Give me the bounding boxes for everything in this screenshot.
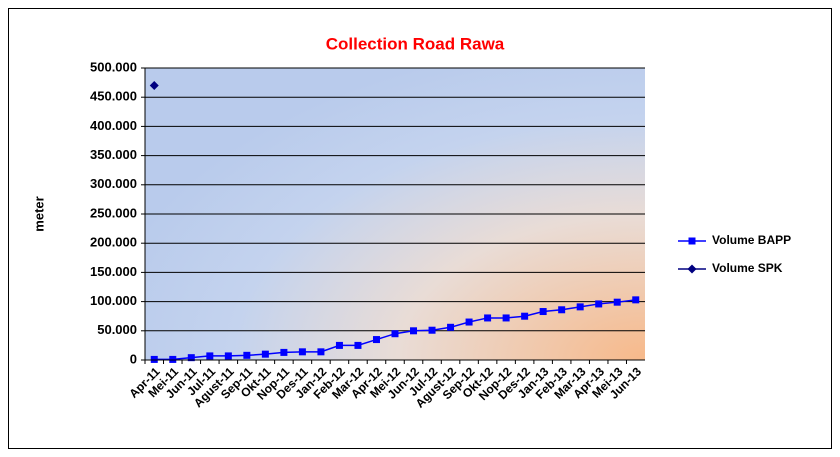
data-point — [298, 348, 306, 356]
data-point — [169, 355, 177, 363]
legend-label: Volume SPK — [712, 261, 783, 275]
data-point — [335, 341, 343, 349]
data-point — [484, 314, 492, 322]
y-tick-label: 500.000 — [90, 59, 137, 74]
data-point — [410, 327, 418, 335]
data-point — [206, 352, 214, 360]
legend-marker — [688, 237, 696, 245]
y-tick-label: 100.000 — [90, 293, 137, 308]
data-point — [280, 348, 288, 356]
y-tick-label: 150.000 — [90, 264, 137, 279]
data-point — [224, 352, 232, 360]
data-point — [502, 314, 510, 322]
data-point — [632, 296, 640, 304]
y-tick-label: 200.000 — [90, 235, 137, 250]
data-point — [465, 318, 473, 326]
y-tick-label: 400.000 — [90, 118, 137, 133]
legend-label: Volume BAPP — [712, 233, 791, 247]
chart-title: Collection Road Rawa — [326, 34, 505, 53]
data-point — [558, 306, 566, 314]
y-tick-label: 450.000 — [90, 89, 137, 104]
data-point — [391, 330, 399, 338]
y-tick-label: 300.000 — [90, 176, 137, 191]
data-point — [354, 341, 362, 349]
data-point — [149, 81, 159, 91]
data-point — [261, 350, 269, 358]
y-tick-label: 0 — [130, 351, 137, 366]
y-tick-label: 50.000 — [97, 322, 137, 337]
data-point — [428, 326, 436, 334]
y-axis-label: meter — [31, 196, 46, 231]
data-point — [447, 323, 455, 331]
data-point — [576, 303, 584, 311]
data-point — [187, 354, 195, 362]
data-point — [595, 300, 603, 308]
data-point — [243, 351, 251, 359]
data-point — [150, 355, 158, 363]
legend-marker — [687, 264, 697, 274]
data-point — [521, 312, 529, 320]
y-tick-label: 250.000 — [90, 205, 137, 220]
data-point — [613, 298, 621, 306]
data-point — [539, 308, 547, 316]
data-point — [372, 336, 380, 344]
y-tick-label: 350.000 — [90, 147, 137, 162]
data-point — [317, 348, 325, 356]
